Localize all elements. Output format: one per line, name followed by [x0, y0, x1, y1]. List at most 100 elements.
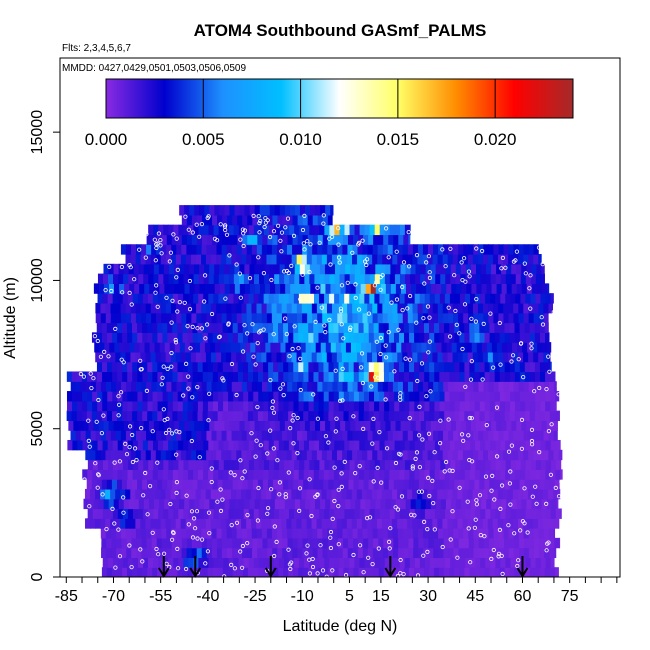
heatmap-cell	[528, 244, 535, 255]
heatmap-cell	[293, 400, 300, 412]
heatmap-cell	[172, 400, 179, 412]
sample-point	[480, 377, 485, 382]
heatmap-cell	[193, 224, 200, 236]
heatmap-cell	[229, 283, 236, 294]
heatmap-cell	[544, 410, 551, 422]
heatmap-cell	[188, 224, 195, 236]
heatmap-cell	[173, 293, 179, 304]
heatmap-cell	[289, 508, 295, 519]
heatmap-cell	[424, 332, 430, 343]
heatmap-cell	[96, 479, 103, 490]
sample-point	[94, 419, 99, 424]
heatmap-cell	[419, 439, 426, 451]
heatmap-cell	[550, 508, 557, 519]
sample-point	[333, 368, 338, 373]
sample-point	[305, 239, 310, 244]
sample-point	[427, 315, 432, 320]
heatmap-cell	[82, 400, 88, 412]
heatmap-cell	[455, 459, 461, 470]
sample-point	[298, 387, 303, 393]
heatmap-cell	[86, 410, 93, 422]
sample-point	[186, 386, 191, 391]
sample-point	[440, 544, 445, 550]
heatmap-cell	[347, 528, 354, 539]
heatmap-cell	[137, 479, 143, 490]
sample-point	[401, 571, 406, 577]
heatmap-cell	[293, 391, 300, 402]
heatmap-cell	[144, 342, 151, 353]
heatmap-cell	[221, 244, 228, 255]
sample-point	[284, 331, 289, 337]
heatmap-cell	[550, 293, 554, 304]
sample-point	[466, 526, 471, 531]
heatmap-cell	[443, 244, 449, 255]
heatmap-cell	[415, 498, 422, 510]
heatmap-cell	[297, 234, 304, 245]
heatmap-cell	[400, 420, 407, 431]
heatmap-cell	[221, 312, 228, 324]
heatmap-cell	[483, 312, 489, 324]
heatmap-cell	[313, 332, 320, 343]
heatmap-cell	[424, 371, 430, 382]
sample-point	[474, 296, 479, 302]
heatmap-cell	[71, 371, 78, 382]
heatmap-cell	[172, 469, 179, 480]
heatmap-cell	[207, 332, 214, 343]
heatmap-cell	[422, 312, 429, 324]
heatmap-cell	[289, 205, 296, 216]
heatmap-cell	[216, 312, 223, 324]
heatmap-cell	[388, 371, 395, 382]
heatmap-cell	[515, 557, 522, 568]
heatmap-cell	[328, 410, 335, 422]
heatmap-cell	[328, 332, 335, 343]
heatmap-cell	[164, 498, 170, 510]
sample-point	[518, 528, 523, 533]
heatmap-cell	[309, 273, 315, 284]
heatmap-cell	[284, 459, 290, 470]
heatmap-cell	[268, 410, 274, 422]
heatmap-cell	[424, 410, 430, 422]
heatmap-cell	[241, 430, 248, 441]
sample-point	[97, 566, 102, 571]
heatmap-cell	[190, 518, 197, 529]
heatmap-cell	[295, 283, 301, 294]
heatmap-cell	[273, 557, 280, 568]
heatmap-cell	[369, 400, 375, 412]
heatmap-cell	[169, 283, 176, 294]
sample-point	[240, 476, 245, 481]
heatmap-cell	[174, 283, 181, 294]
heatmap-cell	[229, 498, 236, 510]
heatmap-cell	[242, 361, 249, 373]
heatmap-cell	[87, 400, 93, 412]
heatmap-cell	[383, 410, 390, 422]
heatmap-cell	[491, 283, 498, 294]
heatmap-cell	[368, 537, 374, 549]
heatmap-cell	[525, 508, 532, 519]
heatmap-cell	[379, 557, 386, 568]
heatmap-cell	[132, 469, 139, 480]
heatmap-cell	[191, 537, 198, 549]
heatmap-cell	[374, 557, 381, 568]
heatmap-cell	[479, 361, 486, 373]
heatmap-cell	[359, 293, 365, 304]
heatmap-cell	[234, 420, 241, 431]
heatmap-cell	[261, 244, 268, 255]
heatmap-cell	[346, 488, 353, 500]
heatmap-cell	[419, 361, 425, 373]
heatmap-cell	[162, 400, 169, 412]
heatmap-cell	[146, 244, 152, 255]
heatmap-cell	[407, 351, 413, 363]
heatmap-cell	[288, 400, 295, 412]
heatmap-cell	[473, 528, 479, 539]
heatmap-cell	[80, 430, 87, 441]
sample-point	[523, 271, 528, 276]
heatmap-cell	[464, 410, 470, 422]
heatmap-cell	[337, 312, 343, 324]
sample-point	[499, 266, 504, 271]
sample-point	[457, 331, 462, 336]
heatmap-cell	[390, 498, 397, 510]
heatmap-cell	[534, 361, 541, 373]
heatmap-cell	[513, 254, 519, 265]
heatmap-cell	[442, 449, 449, 461]
heatmap-cell	[172, 391, 179, 402]
